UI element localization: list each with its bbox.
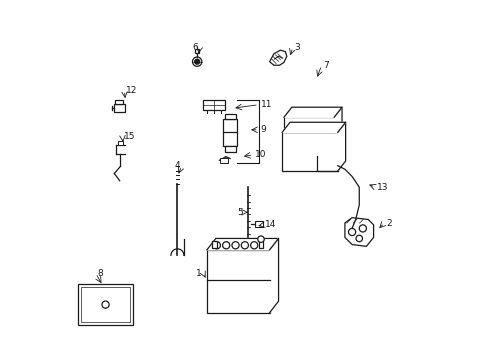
Circle shape — [192, 57, 202, 66]
Circle shape — [222, 242, 229, 249]
Bar — [78, 284, 133, 325]
Text: 15: 15 — [124, 132, 136, 141]
Text: 14: 14 — [265, 220, 276, 229]
Text: 7: 7 — [323, 61, 328, 70]
Circle shape — [348, 228, 355, 235]
Bar — [212, 241, 216, 248]
Bar — [115, 100, 123, 104]
Text: 1: 1 — [195, 269, 201, 278]
Polygon shape — [337, 122, 345, 171]
Bar — [224, 114, 235, 119]
Polygon shape — [269, 238, 278, 313]
Bar — [206, 250, 269, 313]
Polygon shape — [284, 107, 341, 117]
Text: 13: 13 — [376, 183, 388, 192]
Text: 5: 5 — [237, 208, 242, 217]
Bar — [282, 132, 337, 171]
Text: 9: 9 — [260, 125, 266, 134]
Circle shape — [213, 242, 220, 249]
Circle shape — [194, 59, 199, 64]
Circle shape — [257, 236, 264, 242]
Bar — [195, 49, 199, 53]
Bar — [258, 240, 263, 248]
Bar — [81, 287, 130, 322]
Bar — [118, 141, 123, 145]
Text: 10: 10 — [255, 150, 266, 159]
Bar — [224, 146, 235, 152]
Text: 6: 6 — [192, 43, 198, 52]
Circle shape — [231, 242, 239, 249]
Polygon shape — [282, 122, 345, 132]
Polygon shape — [333, 107, 341, 132]
Bar — [284, 117, 335, 132]
Text: 3: 3 — [294, 43, 300, 52]
Circle shape — [102, 301, 109, 308]
Text: 11: 11 — [260, 100, 272, 109]
Bar — [113, 104, 125, 112]
Polygon shape — [344, 218, 373, 246]
Bar — [223, 119, 237, 146]
Circle shape — [250, 242, 257, 249]
Bar — [220, 158, 227, 163]
Text: 2: 2 — [386, 219, 391, 228]
Circle shape — [355, 235, 362, 242]
Polygon shape — [269, 50, 286, 65]
Text: 4: 4 — [174, 161, 180, 170]
Bar — [255, 221, 263, 226]
Polygon shape — [206, 238, 278, 250]
Bar — [203, 100, 224, 110]
Text: 12: 12 — [126, 86, 137, 95]
Circle shape — [359, 225, 366, 232]
Circle shape — [241, 242, 248, 249]
Text: 8: 8 — [97, 269, 103, 278]
